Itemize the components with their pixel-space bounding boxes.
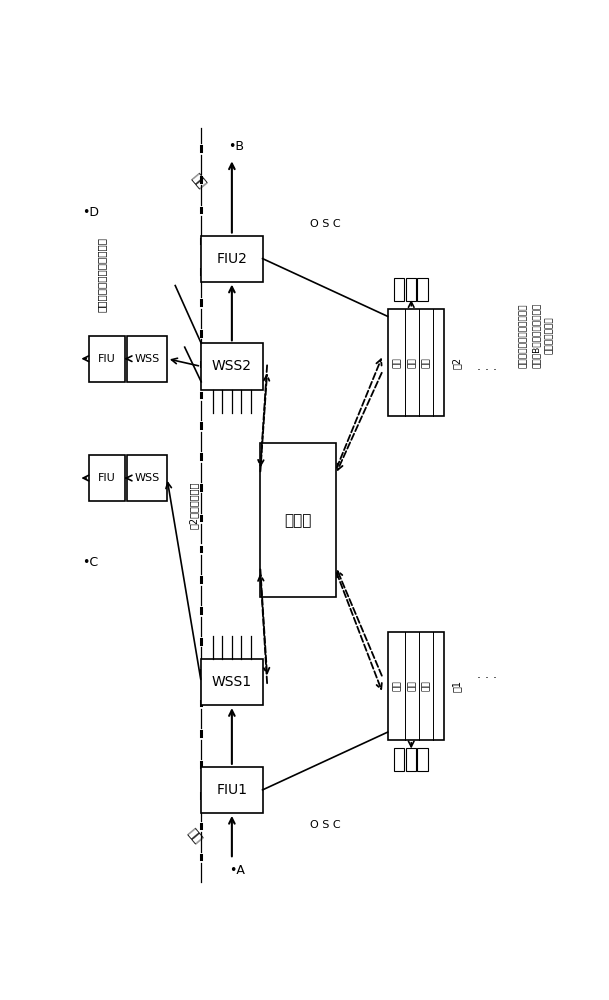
Bar — [387, 309, 444, 416]
Text: 板1: 板1 — [451, 680, 462, 692]
Text: 第2个波长被交叉: 第2个波长被交叉 — [189, 481, 199, 529]
Bar — [201, 767, 262, 813]
Text: 处理: 处理 — [421, 681, 431, 691]
Text: 通过第二波道发送业务信息: 通过第二波道发送业务信息 — [97, 236, 107, 312]
Text: FIU2: FIU2 — [216, 252, 247, 266]
Text: FIU1: FIU1 — [216, 783, 247, 797]
Bar — [417, 748, 428, 771]
Bar — [260, 443, 336, 597]
Text: · · ·: · · · — [477, 672, 497, 685]
Text: FIU: FIU — [98, 473, 116, 483]
Text: 控制器: 控制器 — [284, 513, 312, 528]
Text: WSS1: WSS1 — [212, 675, 252, 689]
Bar — [127, 455, 167, 501]
Text: •C: •C — [82, 556, 98, 569]
Text: O S C: O S C — [310, 820, 340, 830]
Text: O S C: O S C — [310, 219, 340, 229]
Text: WSS: WSS — [135, 473, 160, 483]
Bar — [406, 278, 416, 301]
Bar — [89, 455, 124, 501]
Bar — [127, 336, 167, 382]
Bar — [394, 748, 404, 771]
Text: 信道非本站点的管理信息也
传发到B方向的第二个管理
信息逻辑通道中: 信道非本站点的管理信息也 传发到B方向的第二个管理 信息逻辑通道中 — [519, 303, 554, 368]
Text: 处理: 处理 — [421, 357, 431, 368]
Bar — [417, 278, 428, 301]
Text: 监控: 监控 — [393, 681, 403, 691]
Text: 光纤: 光纤 — [189, 172, 209, 192]
Bar — [201, 343, 262, 389]
Text: •D: •D — [82, 206, 99, 219]
Bar — [201, 659, 262, 705]
Bar — [406, 748, 416, 771]
Text: 信道: 信道 — [407, 681, 417, 691]
Bar — [89, 336, 124, 382]
Text: 监控: 监控 — [393, 357, 403, 368]
Bar — [201, 236, 262, 282]
Text: WSS2: WSS2 — [212, 359, 252, 373]
Text: •A: •A — [228, 864, 245, 877]
Text: FIU: FIU — [98, 354, 116, 364]
Text: 板2: 板2 — [451, 356, 462, 369]
Text: •B: •B — [228, 140, 245, 153]
Text: WSS: WSS — [135, 354, 160, 364]
Text: · · ·: · · · — [477, 364, 497, 377]
Text: 信道: 信道 — [407, 357, 417, 368]
Bar — [387, 632, 444, 740]
Bar — [394, 278, 404, 301]
Text: 光纤: 光纤 — [185, 826, 204, 846]
